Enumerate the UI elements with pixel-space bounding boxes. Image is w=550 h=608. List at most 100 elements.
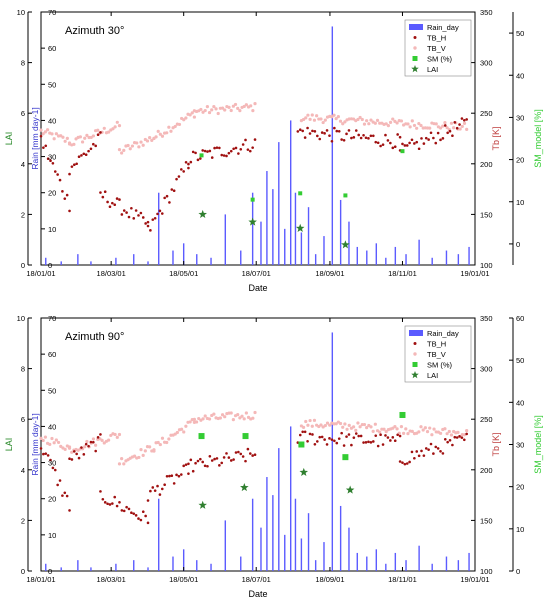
tb-h-point: [389, 141, 392, 145]
tb-h-point: [453, 435, 457, 439]
tb-h-point: [132, 512, 136, 515]
tb-v-point: [251, 416, 255, 420]
x-tick-label: 18/05/01: [169, 575, 198, 584]
rain-tick-label: 30: [48, 153, 56, 162]
rain-bar: [385, 257, 387, 265]
tb-h-point: [347, 129, 351, 132]
rain-bar: [210, 563, 212, 571]
tb-v-point: [41, 438, 45, 443]
tb-v-point: [354, 428, 358, 432]
rain-bar: [323, 542, 325, 571]
rain-tick-label: 20: [48, 495, 56, 504]
rain-bar: [240, 250, 242, 265]
tb-h-point: [213, 457, 216, 461]
tb-h-point: [318, 435, 322, 439]
tb-h-point: [374, 140, 378, 144]
sm-tick-label: 30: [516, 441, 524, 450]
tb-v-points: [39, 410, 469, 466]
legend-swatch-lai: [411, 371, 419, 379]
lai-tick-label: 4: [21, 160, 25, 169]
rain-bar: [266, 477, 268, 571]
rain-axis-title: Rain [mm day-1]: [30, 107, 40, 169]
tb-v-point: [373, 121, 377, 125]
tb-h-point: [432, 136, 435, 140]
sm-tick-label: 50: [516, 29, 524, 38]
tb-v-point: [184, 424, 188, 428]
tb-v-point: [54, 438, 58, 442]
tb-h-point: [111, 201, 114, 205]
tb-v-point: [419, 123, 423, 128]
tb-v-point: [128, 147, 132, 151]
tb-h-point: [68, 209, 71, 213]
tb-v-point: [462, 121, 467, 125]
lai-tick-label: 6: [21, 109, 25, 118]
lai-point: [345, 485, 355, 494]
tb-v-point: [369, 118, 373, 122]
rain-bar: [457, 254, 460, 265]
tb-h-point: [345, 132, 348, 136]
tb-v-point: [462, 433, 467, 437]
rain-bar: [468, 246, 470, 265]
tb-h-point: [465, 118, 468, 121]
tb-v-point: [52, 441, 56, 445]
tb-h-point: [354, 129, 358, 132]
tb-v-point: [203, 414, 207, 418]
tb-h-point: [115, 197, 119, 200]
tb-h-point: [427, 138, 430, 141]
sm-point: [342, 454, 349, 461]
panel-title: Azimuth 30°: [65, 25, 124, 37]
tb-h-point: [158, 209, 162, 213]
tb-v-point: [160, 134, 165, 138]
rain-tick-label: 10: [48, 225, 56, 234]
tb-tick-label: 350: [480, 314, 493, 323]
tb-h-point: [253, 138, 257, 141]
rain-bar: [210, 257, 212, 265]
tb-h-point: [253, 453, 257, 456]
tb-v-point: [218, 416, 222, 420]
tb-h-point: [320, 131, 324, 134]
tb-v-point: [107, 130, 111, 134]
tb-v-point: [167, 437, 171, 441]
tb-h-point: [408, 460, 411, 464]
tb-h-point: [160, 212, 164, 215]
tb-h-point: [172, 189, 176, 193]
rain-bar: [115, 563, 117, 571]
tb-h-point: [376, 444, 380, 448]
tb-v-point: [137, 455, 141, 460]
tb-v-point: [334, 117, 338, 121]
tb-v-point: [41, 132, 45, 136]
tb-h-point: [359, 434, 363, 438]
tb-h-point: [87, 444, 90, 448]
tb-v-point: [50, 132, 54, 136]
tb-h-point: [70, 458, 74, 461]
tb-v-point: [227, 105, 231, 109]
tb-v-point: [373, 422, 377, 426]
tb-h-point: [163, 196, 166, 200]
x-tick-label: 18/03/01: [97, 269, 126, 278]
tb-h-point: [89, 440, 93, 444]
tb-v-point: [152, 448, 156, 452]
chart-panel-2: 18/01/01 18/03/01 18/05/01 18/07/01 18/09/01…: [4, 314, 543, 599]
tb-h-point: [301, 129, 305, 133]
tb-h-point: [225, 452, 228, 455]
tb-h-point: [106, 502, 109, 506]
lai-tick-label: 8: [21, 59, 25, 68]
rain-tick-label: 60: [48, 44, 56, 53]
sm-tick-label: 30: [516, 113, 524, 122]
tb-h-point: [417, 147, 421, 151]
legend-swatch-sm: [412, 362, 418, 367]
tb-v-point: [223, 108, 227, 112]
rain-bar: [307, 513, 310, 571]
tb-v-point: [456, 430, 460, 435]
tb-h-point: [446, 440, 449, 444]
tb-h-point: [227, 456, 231, 459]
tb-h-point: [432, 452, 435, 455]
tb-h-point: [213, 146, 216, 150]
tb-h-point: [101, 195, 105, 199]
tb-h-point: [139, 518, 143, 522]
tb-h-point: [44, 452, 48, 455]
tb-h-point: [303, 136, 307, 139]
tb-h-point: [308, 132, 312, 135]
tb-h-point: [313, 442, 317, 446]
tb-v-point: [184, 116, 188, 120]
